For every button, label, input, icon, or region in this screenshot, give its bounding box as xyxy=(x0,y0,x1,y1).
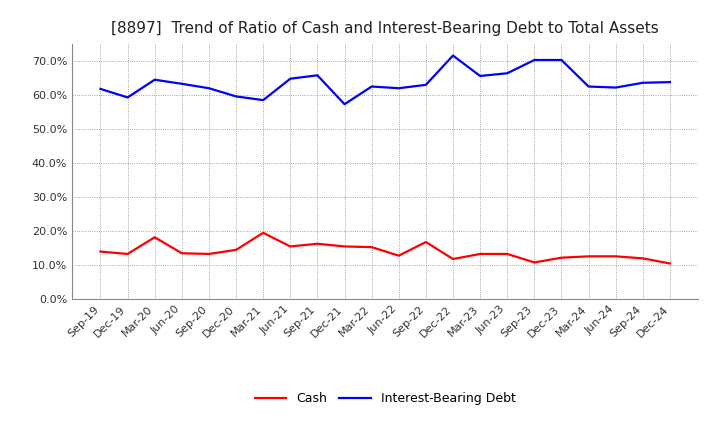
Cash xyxy=(150,235,159,240)
Cash xyxy=(96,249,105,254)
Cash xyxy=(232,247,240,253)
Interest-Bearing Debt xyxy=(395,86,403,91)
Interest-Bearing Debt xyxy=(530,57,539,62)
Cash xyxy=(476,251,485,257)
Cash xyxy=(449,257,457,262)
Interest-Bearing Debt xyxy=(421,82,430,88)
Interest-Bearing Debt xyxy=(178,81,186,86)
Cash xyxy=(421,239,430,245)
Cash xyxy=(395,253,403,258)
Interest-Bearing Debt xyxy=(584,84,593,89)
Interest-Bearing Debt xyxy=(341,102,349,107)
Cash xyxy=(584,254,593,259)
Interest-Bearing Debt xyxy=(286,76,294,81)
Cash xyxy=(123,251,132,257)
Cash xyxy=(530,260,539,265)
Interest-Bearing Debt xyxy=(557,57,566,62)
Cash xyxy=(341,244,349,249)
Interest-Bearing Debt xyxy=(232,94,240,99)
Interest-Bearing Debt xyxy=(476,73,485,79)
Cash xyxy=(313,241,322,246)
Cash xyxy=(259,230,268,235)
Cash xyxy=(178,251,186,256)
Legend: Cash, Interest-Bearing Debt: Cash, Interest-Bearing Debt xyxy=(250,387,521,410)
Cash xyxy=(639,256,647,261)
Interest-Bearing Debt xyxy=(150,77,159,82)
Line: Interest-Bearing Debt: Interest-Bearing Debt xyxy=(101,55,670,104)
Interest-Bearing Debt xyxy=(96,86,105,92)
Interest-Bearing Debt xyxy=(367,84,376,89)
Cash xyxy=(611,254,620,259)
Interest-Bearing Debt xyxy=(123,95,132,100)
Interest-Bearing Debt xyxy=(639,80,647,85)
Cash xyxy=(286,244,294,249)
Line: Cash: Cash xyxy=(101,233,670,264)
Cash xyxy=(367,245,376,250)
Interest-Bearing Debt xyxy=(313,73,322,78)
Interest-Bearing Debt xyxy=(665,80,674,85)
Cash xyxy=(557,255,566,260)
Cash xyxy=(503,251,511,257)
Cash xyxy=(204,251,213,257)
Interest-Bearing Debt xyxy=(503,71,511,76)
Title: [8897]  Trend of Ratio of Cash and Interest-Bearing Debt to Total Assets: [8897] Trend of Ratio of Cash and Intere… xyxy=(112,21,659,36)
Cash xyxy=(665,261,674,266)
Interest-Bearing Debt xyxy=(449,53,457,58)
Interest-Bearing Debt xyxy=(259,98,268,103)
Interest-Bearing Debt xyxy=(204,86,213,91)
Interest-Bearing Debt xyxy=(611,85,620,90)
